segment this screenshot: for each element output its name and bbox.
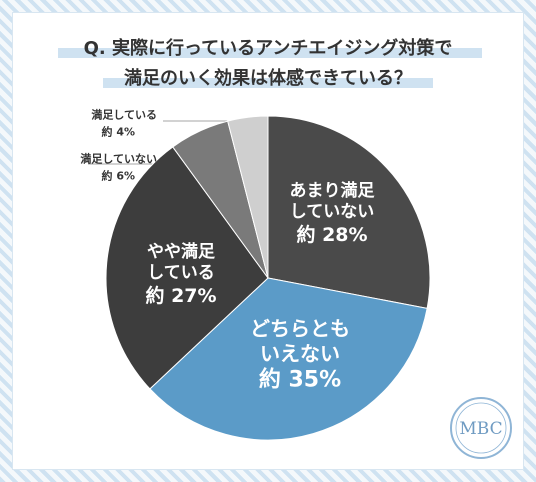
logo: MBC: [459, 419, 502, 439]
slice-label: やや満足している約 27%: [145, 242, 216, 308]
title-highlight: [58, 48, 482, 58]
title-highlight: [103, 78, 433, 88]
category-label: どちらともいえない: [250, 316, 350, 366]
pie-slice: [267, 115, 431, 309]
category-label: 満足していない: [80, 152, 157, 166]
pie-slice: [149, 277, 428, 441]
category-label: 満足している: [91, 108, 157, 122]
category-label: あまり満足していない: [289, 180, 375, 223]
title: Q. 実際に行っているアンチエイジング対策で: [83, 38, 453, 59]
pie-slice: [227, 115, 269, 279]
slice-label: 満足している約 4%: [91, 108, 157, 141]
logo-ring: [455, 402, 507, 454]
category-label: やや満足している: [147, 241, 215, 284]
value-label: 約 28%: [296, 223, 368, 246]
logo-ring: [450, 397, 512, 459]
title: 満足のいく効果は体感できている？: [124, 68, 412, 89]
slice-label: あまり満足していない約 28%: [289, 181, 376, 247]
value-label: 約 27%: [145, 284, 217, 307]
value-label: 約 6%: [101, 169, 135, 182]
value-label: 約 4%: [101, 125, 135, 138]
value-label: 約 35%: [258, 367, 342, 393]
pie-slice: [105, 146, 269, 390]
slice-label: どちらともいえない約 35%: [249, 316, 351, 394]
slice-label: 満足していない約 6%: [80, 152, 157, 185]
